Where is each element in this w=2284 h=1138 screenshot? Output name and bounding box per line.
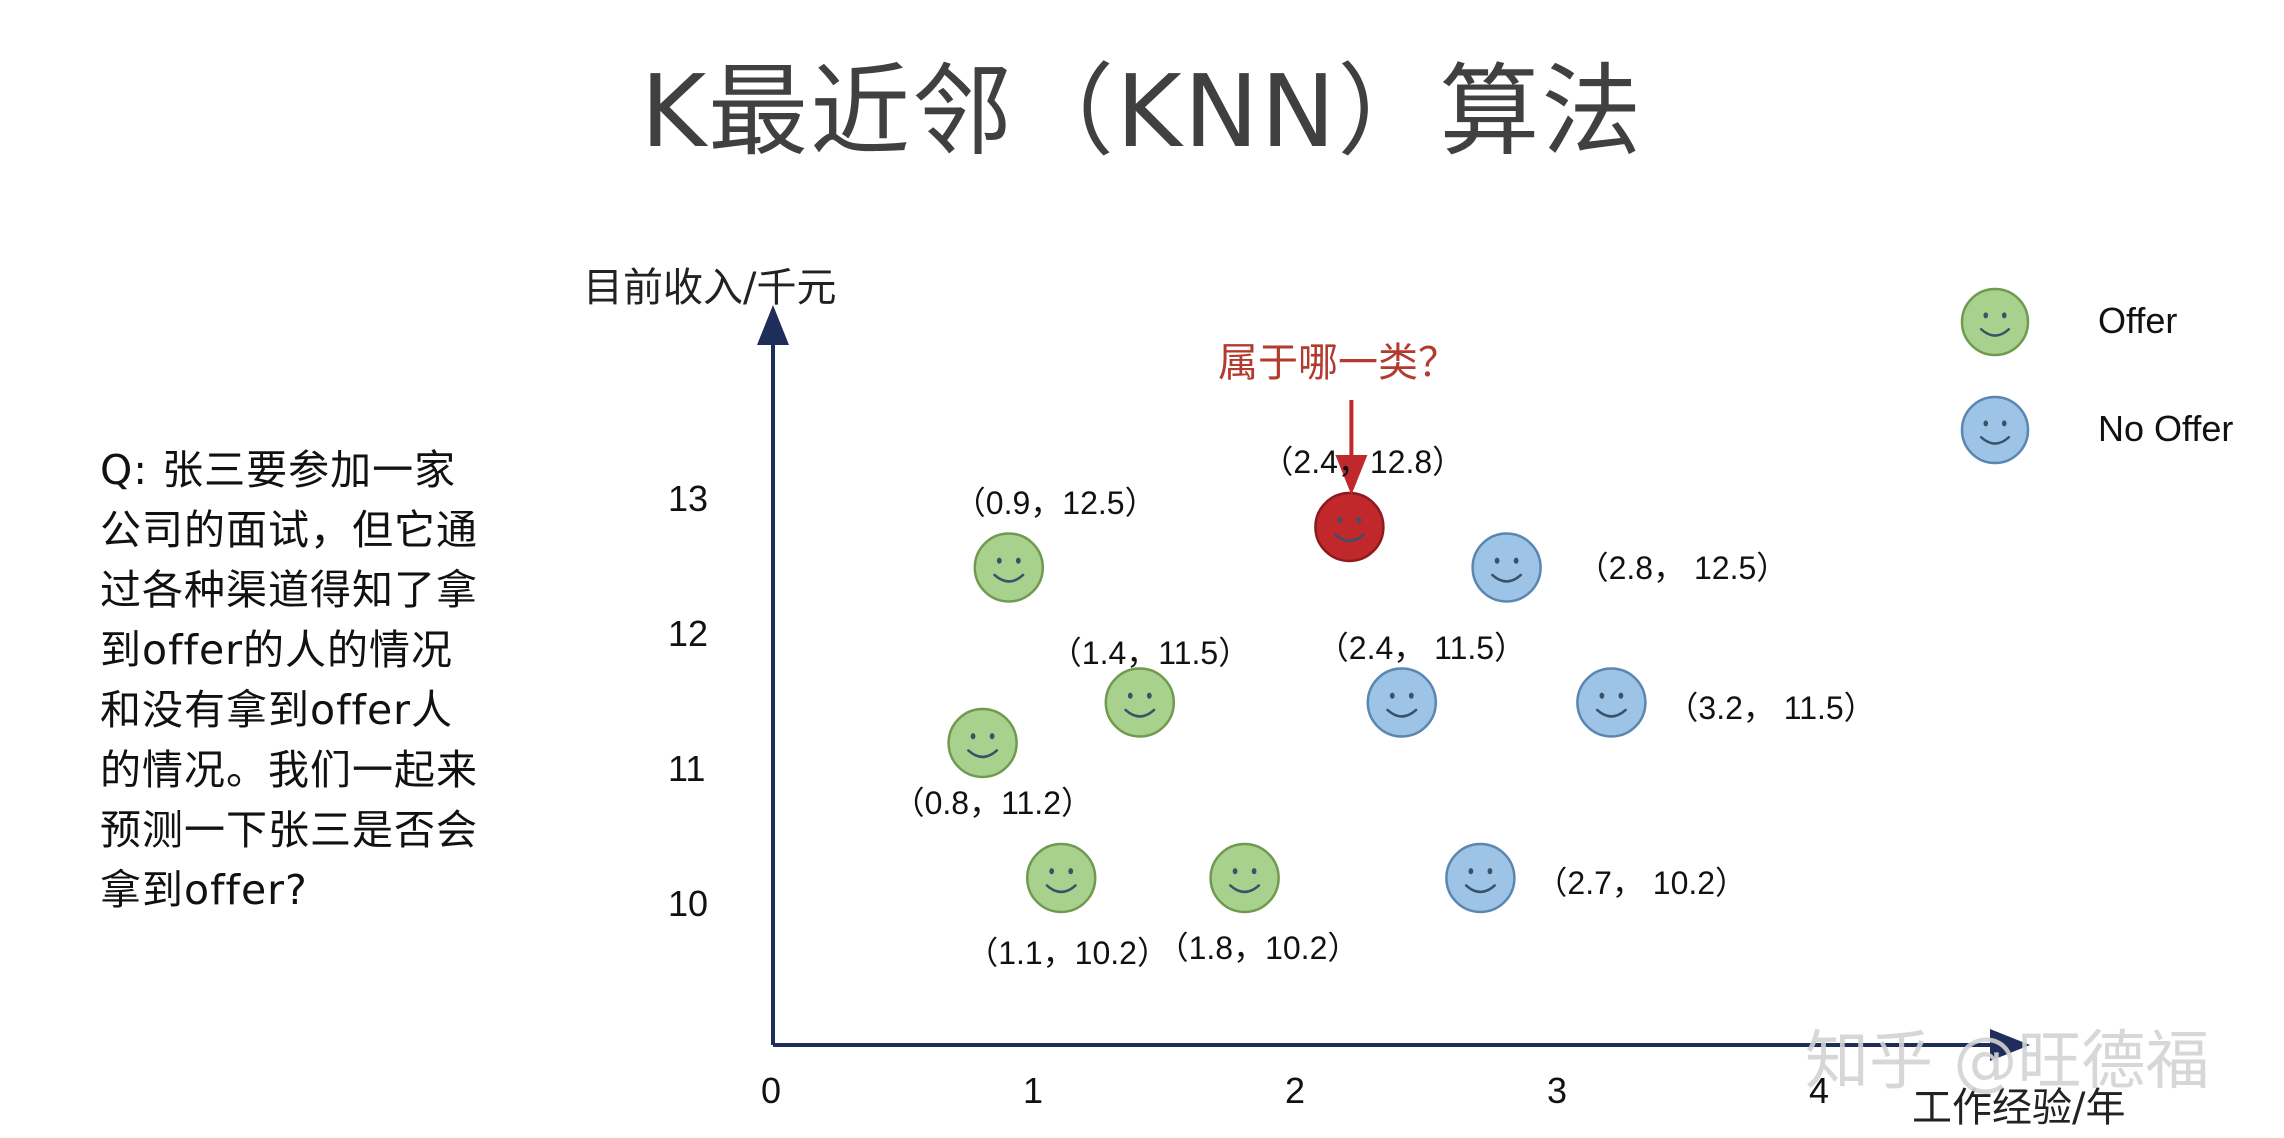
legend-label: No Offer xyxy=(2098,408,2234,449)
question-line: 到offer的人的情况 xyxy=(100,626,454,674)
y-tick-label: 10 xyxy=(668,883,709,924)
x-tick-label: 0 xyxy=(761,1070,782,1111)
point-label: （2.4， 11.5） xyxy=(1316,629,1527,666)
x-tick-label: 1 xyxy=(1023,1070,1044,1111)
no-offer-point-smiley xyxy=(1576,667,1647,738)
question-line: 预测一下张三是否会 xyxy=(100,806,478,854)
legend xyxy=(1960,287,2030,465)
point-label: （2.8， 12.5） xyxy=(1576,549,1789,586)
y-tick-label: 12 xyxy=(668,613,709,654)
offer-point-smiley xyxy=(973,532,1045,603)
data-points xyxy=(947,400,1647,914)
legend-smiley xyxy=(1960,395,2030,465)
point-label: （0.8，11.2） xyxy=(892,785,1093,821)
y-axis-title: 目前收入/千元 xyxy=(583,265,837,311)
question-line: 公司的面试，但它通 xyxy=(100,506,478,554)
point-label: （1.1，10.2） xyxy=(966,935,1169,971)
point-label: （1.8，10.2） xyxy=(1156,930,1360,966)
axes xyxy=(757,305,2030,1061)
no-offer-point-smiley xyxy=(1366,667,1438,738)
no-offer-point-smiley xyxy=(1445,842,1516,914)
point-label: （0.9，12.5） xyxy=(953,484,1157,521)
legend-label: Offer xyxy=(2098,300,2178,341)
slide-title: K最近邻（KNN）算法 xyxy=(640,53,1644,170)
question-line: 和没有拿到offer人 xyxy=(100,686,454,734)
x-tick-label: 2 xyxy=(1285,1070,1306,1111)
point-label: （2.7， 10.2） xyxy=(1535,865,1748,901)
x-tick-label: 3 xyxy=(1547,1070,1568,1111)
y-tick-label: 13 xyxy=(668,478,709,519)
query-point-smiley xyxy=(1314,491,1385,563)
offer-point-smiley xyxy=(1025,842,1097,914)
offer-point-smiley xyxy=(1209,842,1280,914)
point-label: （3.2， 11.5） xyxy=(1666,689,1876,726)
point-label: （1.4，11.5） xyxy=(1049,634,1251,671)
question-text: Q: 张三要参加一家 公司的面试，但它通 过各种渠道得知了拿 到offer的人的… xyxy=(100,440,500,920)
watermark: 知乎 @旺德福 xyxy=(1805,1025,2210,1099)
x-axis-title: 工作经验/年 xyxy=(1912,1085,2126,1131)
question-line: Q: 张三要参加一家 xyxy=(100,446,457,494)
y-tick-label: 11 xyxy=(668,748,706,789)
x-tick-label: 4 xyxy=(1809,1070,1830,1111)
offer-point-smiley xyxy=(1104,667,1176,738)
legend-smiley xyxy=(1960,287,2030,357)
point-label: （2.4，12.8） xyxy=(1261,444,1465,480)
offer-point-smiley xyxy=(947,707,1018,779)
question-line: 过各种渠道得知了拿 xyxy=(100,566,478,614)
question-line: 的情况。我们一起来 xyxy=(100,746,478,794)
no-offer-point-smiley xyxy=(1471,532,1542,603)
query-question-label: 属于哪一类？ xyxy=(1218,340,1458,386)
question-line: 拿到offer? xyxy=(100,866,308,914)
